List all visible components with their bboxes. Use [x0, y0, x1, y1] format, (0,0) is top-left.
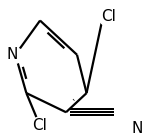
Text: N: N: [7, 47, 18, 62]
Text: N: N: [132, 121, 143, 136]
Text: Cl: Cl: [33, 118, 47, 133]
Text: Cl: Cl: [101, 9, 116, 24]
